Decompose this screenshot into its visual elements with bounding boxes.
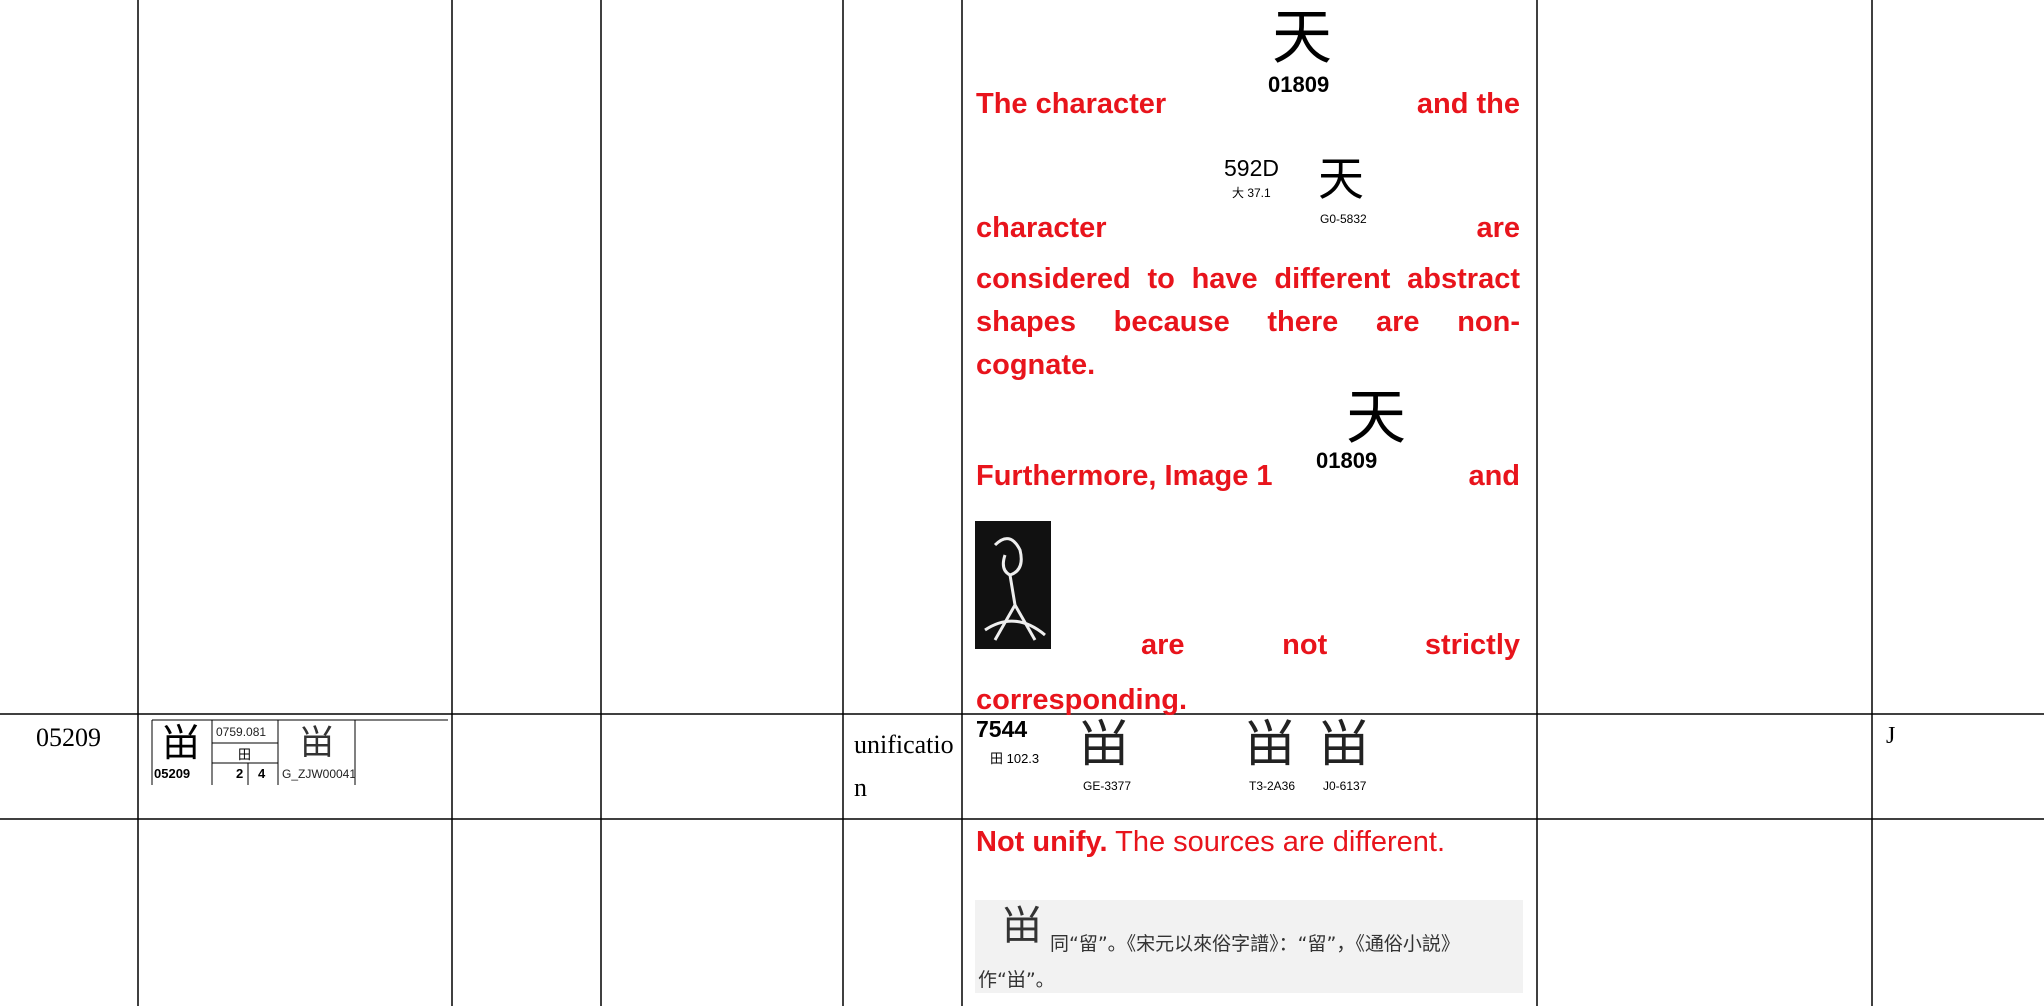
excerpt-image [975,900,1523,993]
glyph-code: 05209 [154,766,191,781]
glyph: 天 [1272,3,1332,73]
note-line: character are [976,210,1520,246]
excerpt-char: 畄 [1002,903,1042,949]
note-text: considered to have different abstract sh… [976,263,1520,381]
glyph-source: G0-5832 [1320,212,1367,226]
glyph-index: 0759.081 [216,725,267,739]
note-text: Furthermore, Image 1 [976,459,1273,492]
note-text: are not strictly corresponding. [976,629,1520,716]
glyph: 畄 [1319,715,1369,773]
glyph-strokes: 4 [258,766,266,781]
last-cell: J [1886,723,1896,749]
glyph-source: T3-2A36 [1249,779,1296,793]
glyph-radical: 大 37.1 [1232,186,1271,200]
glyph-code: 01809 [1316,448,1378,473]
glyph: 畄 [1079,715,1129,773]
note-line: Not unify. The sources are different. [976,826,1445,859]
glyph-source: GE-3377 [1083,779,1132,793]
note-text: The sources are different. [1115,826,1446,858]
note-line: Furthermore, Image 1 and [976,458,1520,494]
id-cell: 05209 [36,723,101,752]
evidence-code: 7544 [976,716,1028,742]
evidence-radical: 田 102.3 [990,751,1040,766]
glyph: 天 [1346,383,1406,453]
status-cell: unification [854,730,954,802]
note-text: The character [976,87,1167,120]
glyph: 畄 [300,723,334,763]
note-text: character [976,211,1107,244]
note-line: The character and the [976,86,1520,122]
note-bold: Not unify. [976,826,1108,858]
note-text: and the [1416,87,1520,120]
note-text: are [1476,211,1520,244]
glyph: 畄 [162,721,201,765]
excerpt-text: 同“留”。《宋元以來俗字譜》：“留”，《通俗小説》作“畄”。 [978,933,1460,991]
glyph-code: 01809 [1268,72,1330,97]
note-text: and [1468,459,1520,492]
glyph-radical: 田 [238,748,252,763]
glyph-code: 592D [1224,155,1279,181]
glyph-source: G_ZJW00041 [282,767,357,781]
glyph-source: J0-6137 [1323,779,1367,793]
glyph: 畄 [1245,715,1295,773]
glyph-strokes: 2 [236,766,244,781]
glyph: 天 [1318,152,1364,206]
